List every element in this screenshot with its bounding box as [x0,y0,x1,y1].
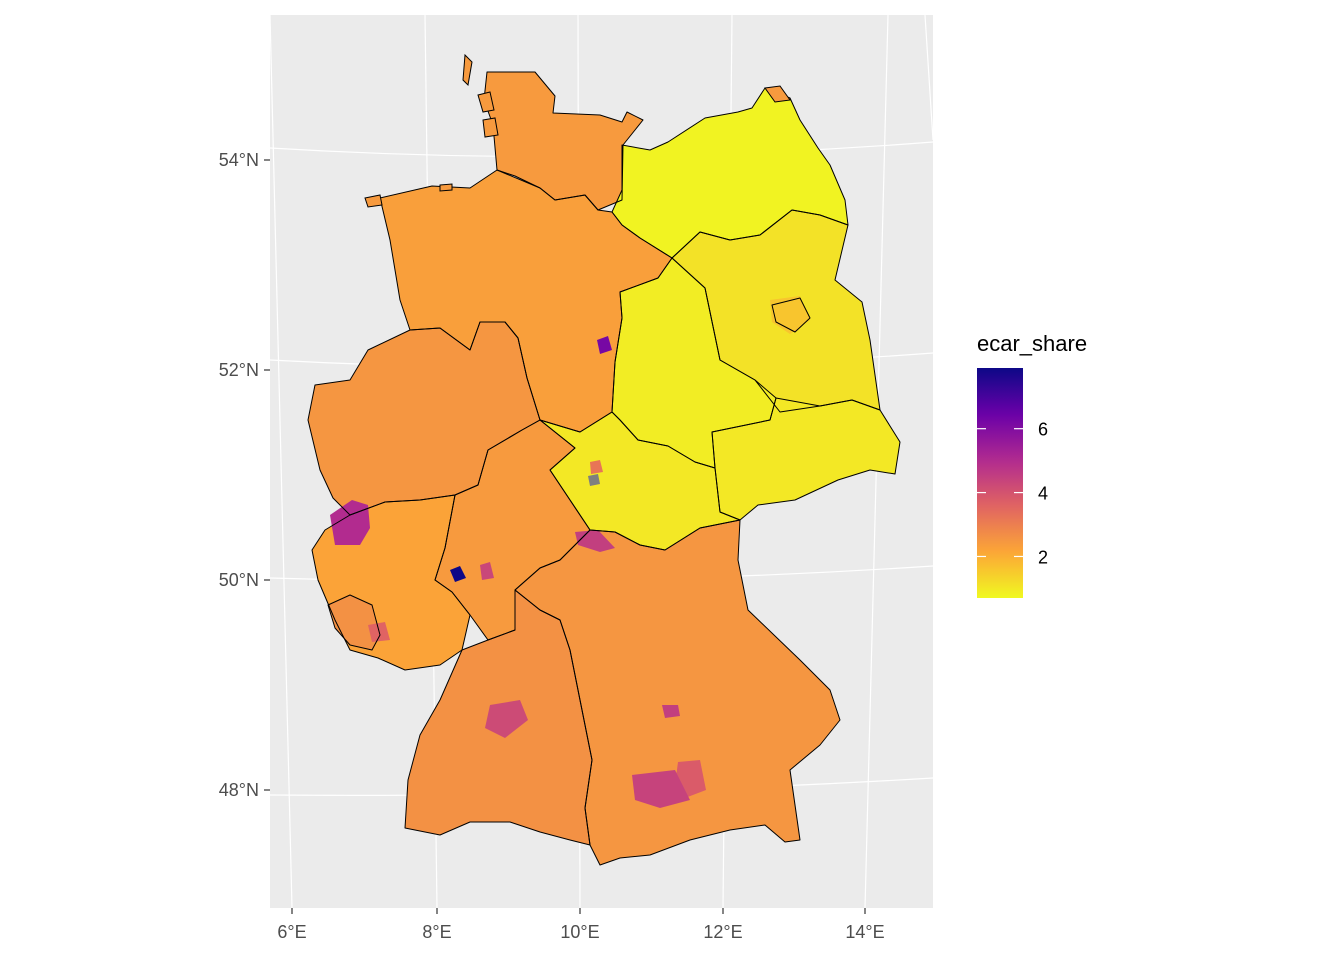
island [364,194,383,208]
legend: ecar_share 2 4 6 [977,331,1087,598]
district-landkreis-m-nchen [632,770,690,808]
meridian-line [924,14,934,141]
x-tick-label: 6°E [277,922,306,942]
state-regions [308,72,900,865]
x-tick-label: 8°E [422,922,451,942]
y-axis: 54°N 52°N 50°N 48°N [219,150,270,800]
x-tick-label: 12°E [703,922,742,942]
border-berlin [771,297,811,333]
y-tick-label: 48°N [219,780,259,800]
state-hessen [435,420,590,640]
legend-tick-label: 4 [1038,484,1048,504]
state-nordrhein-westfalen [308,322,540,515]
state-niedersachsen [380,170,672,432]
island [462,53,473,87]
border-saarland [327,594,381,651]
district-wolfsburg [597,336,612,354]
x-tick-label: 10°E [560,922,599,942]
district-darmstadt [480,562,494,580]
state-th-ringen [540,412,740,550]
y-tick-label: 54°N [219,150,259,170]
island [764,85,791,103]
border-sachsen [711,397,901,521]
state-mecklenburg-vorpommern [612,88,848,258]
state-sachsen-anhalt [612,258,776,468]
district-g-ttingen [590,460,603,474]
district-ingolstadt [662,705,680,718]
island [477,91,495,113]
state-sachsen [712,398,900,520]
legend-title: ecar_share [977,331,1087,356]
x-axis: 6°E 8°E 10°E 12°E 14°E [277,908,885,942]
state-saarland [328,595,380,650]
border-rheinland-pfalz [311,494,471,671]
island [439,183,453,192]
meridian-line [269,14,293,909]
legend-colorbar [977,368,1023,598]
state-schleswig-holstein [484,72,643,210]
district-stuttgart [485,700,528,738]
legend-ticks: 2 4 6 [977,420,1048,567]
state-borders [307,53,901,866]
legend-tick-label: 6 [1038,420,1048,440]
state-bayern [515,520,840,865]
y-tick-label: 52°N [219,360,259,380]
x-tick-label: 14°E [845,922,884,942]
legend-tick-label: 2 [1038,547,1048,567]
district-missing [588,474,600,486]
island [482,117,499,138]
district-mainz-bingen [450,566,466,582]
border-baden-w-rttemberg [404,589,593,846]
y-tick-label: 50°N [219,570,259,590]
